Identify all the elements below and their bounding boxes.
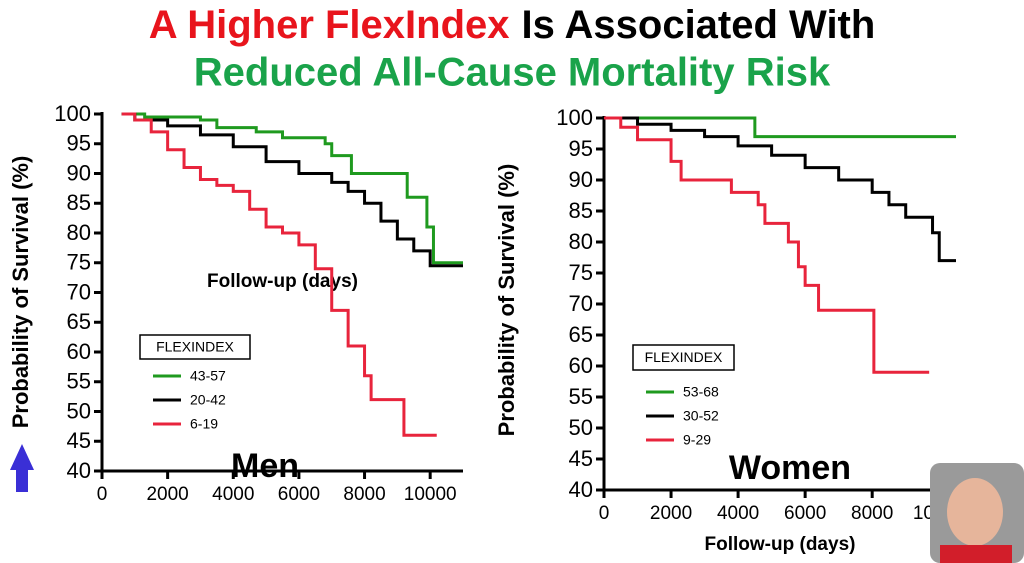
survival-curve: [121, 112, 437, 437]
y-tick-label: 65: [569, 322, 593, 347]
y-tick-label: 65: [67, 309, 91, 334]
survival-curve: [121, 112, 463, 265]
x-axis-label: Follow-up (days): [705, 534, 856, 555]
y-tick-label: 80: [67, 220, 91, 245]
legend-label: 6-19: [190, 416, 218, 432]
y-tick-label: 45: [569, 446, 593, 471]
y-tick-label: 40: [67, 458, 91, 483]
x-tick-label: 0: [599, 503, 610, 524]
legend-title: FLEXINDEX: [645, 349, 723, 365]
arrow-icon: [10, 444, 34, 492]
legend-label: 9-29: [683, 432, 711, 448]
y-tick-label: 85: [67, 190, 91, 215]
title-line-1: A Higher FlexIndex Is Associated With: [149, 3, 876, 47]
legend-title-box: [139, 334, 251, 360]
y-tick-label: 95: [67, 131, 91, 156]
y-tick-label: 75: [67, 250, 91, 275]
y-tick-label: 90: [67, 160, 91, 185]
y-tick-label: 55: [569, 384, 593, 409]
y-tick-label: 40: [569, 477, 593, 502]
y-tick-label: 75: [569, 260, 593, 285]
y-tick-label: 100: [54, 101, 91, 126]
legend-title-box: [632, 344, 735, 371]
y-tick-label: 70: [569, 291, 593, 316]
x-tick-label: 8000: [343, 484, 385, 505]
face: [947, 478, 1003, 546]
y-tick-label: 90: [569, 167, 593, 192]
shirt: [940, 545, 1012, 563]
x-tick-label: 10000: [404, 484, 457, 505]
y-tick-label: 80: [569, 229, 593, 254]
y-axis-label: Probability of Survival (%): [494, 164, 519, 437]
x-tick-label: 4000: [717, 503, 759, 524]
survival-curve: [604, 116, 956, 263]
title-line-2: Reduced All-Cause Mortality Risk: [194, 51, 831, 95]
x-tick-label: 8000: [851, 503, 893, 524]
y-tick-label: 55: [67, 369, 91, 394]
legend-title: FLEXINDEX: [156, 339, 234, 355]
y-tick-label: 60: [67, 339, 91, 364]
title-part: A Higher FlexIndex: [149, 3, 510, 47]
y-tick-label: 85: [569, 198, 593, 223]
y-tick-label: 50: [569, 415, 593, 440]
survival-curve: [604, 116, 930, 374]
x-tick-label: 4000: [212, 484, 254, 505]
y-tick-label: 60: [569, 353, 593, 378]
legend-label: 30-52: [683, 408, 719, 424]
y-tick-label: 100: [556, 105, 593, 130]
survival-curve: [604, 116, 956, 139]
survival-curve: [121, 112, 463, 268]
chart-annotation: Women: [729, 449, 851, 487]
y-tick-label: 50: [67, 398, 91, 423]
x-tick-label: 2000: [146, 484, 188, 505]
legend-label: 53-68: [683, 384, 719, 400]
legend-label: 20-42: [190, 392, 226, 408]
y-tick-label: 70: [67, 279, 91, 304]
x-tick-label: 0: [97, 484, 108, 505]
title-part: Is Associated With: [522, 3, 876, 47]
x-axis-label: Follow-up (days): [207, 271, 358, 292]
chart-annotation: Men: [231, 447, 299, 485]
y-axis-label: Probability of Survival (%): [8, 156, 33, 429]
x-tick-label: 6000: [278, 484, 320, 505]
legend-label: 43-57: [190, 368, 226, 384]
x-tick-label: 6000: [784, 503, 826, 524]
y-tick-label: 45: [67, 428, 91, 453]
y-tick-label: 95: [569, 136, 593, 161]
x-tick-label: 2000: [650, 503, 692, 524]
presenter-video: [930, 463, 1024, 563]
